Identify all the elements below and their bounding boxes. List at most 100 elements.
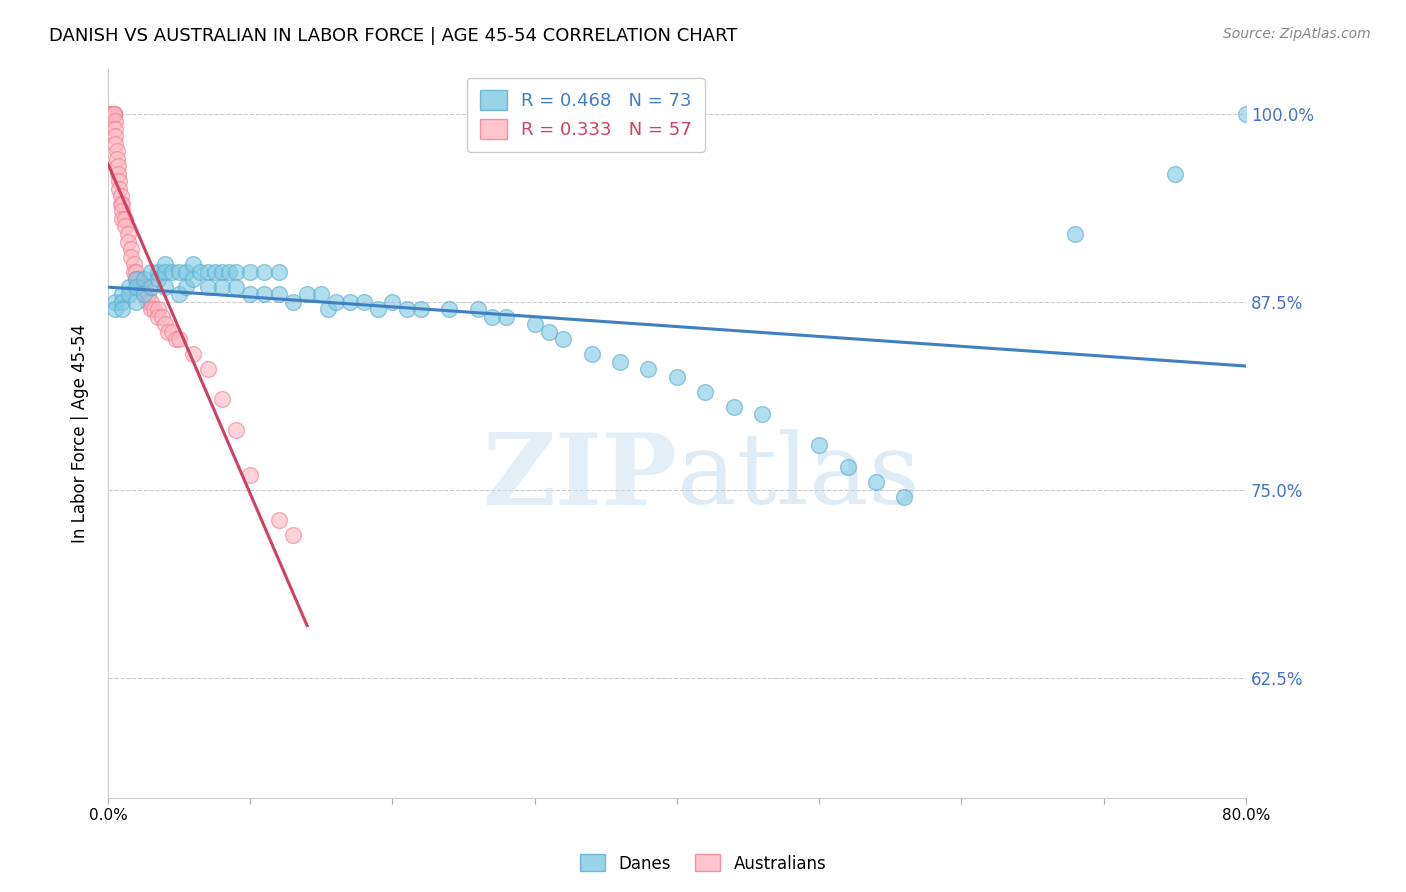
Point [808,437,831,451]
Point [225,279,247,293]
Point [153,317,176,331]
Point [100,106,122,120]
Point [103,106,125,120]
Point [139,264,162,278]
Point [695,384,717,399]
Point [495,310,517,324]
Point [104,294,127,309]
Point [1234,106,1257,120]
Point [111,287,134,301]
Point [197,279,219,293]
Point [167,332,190,346]
Point [439,302,461,317]
Point [253,287,276,301]
Legend: Danes, Australians: Danes, Australians [572,847,834,880]
Point [267,287,290,301]
Point [104,121,127,136]
Point [117,227,139,241]
Point [128,272,150,286]
Point [104,129,127,144]
Point [523,317,546,331]
Point [132,272,155,286]
Point [1064,227,1087,241]
Point [103,106,125,120]
Point [183,272,205,286]
Point [318,302,340,317]
Text: Source: ZipAtlas.com: Source: ZipAtlas.com [1223,27,1371,41]
Text: atlas: atlas [676,429,920,525]
Point [139,279,162,293]
Point [111,211,134,226]
Point [104,136,127,151]
Point [136,287,159,301]
Point [197,362,219,376]
Point [537,325,560,339]
Point [146,310,169,324]
Point [281,528,304,542]
Point [225,264,247,278]
Point [409,302,432,317]
Point [122,257,145,271]
Point [311,287,333,301]
Point [108,174,131,188]
Point [104,114,127,128]
Point [103,106,125,120]
Point [267,264,290,278]
Point [395,302,418,317]
Point [665,370,688,384]
Point [637,362,659,376]
Point [160,264,183,278]
Point [117,235,139,249]
Point [103,106,125,120]
Point [111,294,134,309]
Point [120,242,142,256]
Point [139,302,162,317]
Point [581,347,603,361]
Point [153,257,176,271]
Point [325,294,347,309]
Point [381,294,404,309]
Point [139,294,162,309]
Point [132,279,155,293]
Point [225,423,247,437]
Point [111,302,134,317]
Point [218,264,240,278]
Point [103,106,125,120]
Point [125,272,148,286]
Point [367,302,389,317]
Point [128,279,150,293]
Point [239,287,262,301]
Point [107,167,129,181]
Point [553,332,575,346]
Point [146,302,169,317]
Point [136,294,159,309]
Point [1163,167,1185,181]
Point [156,325,179,339]
Point [353,294,375,309]
Point [120,250,142,264]
Point [146,264,169,278]
Point [153,279,176,293]
Point [281,294,304,309]
Point [893,490,915,504]
Point [211,279,233,293]
Point [165,332,187,346]
Text: DANISH VS AUSTRALIAN IN LABOR FORCE | AGE 45-54 CORRELATION CHART: DANISH VS AUSTRALIAN IN LABOR FORCE | AG… [49,27,738,45]
Point [160,325,183,339]
Point [100,106,122,120]
Point [111,204,134,219]
Point [167,264,190,278]
Point [174,264,197,278]
Point [110,189,132,203]
Point [723,400,745,414]
Point [239,467,262,482]
Point [751,408,773,422]
Point [609,355,631,369]
Point [100,106,122,120]
Point [118,287,141,301]
Point [339,294,361,309]
Point [105,145,128,159]
Point [110,197,132,211]
Point [105,152,128,166]
Point [239,264,262,278]
